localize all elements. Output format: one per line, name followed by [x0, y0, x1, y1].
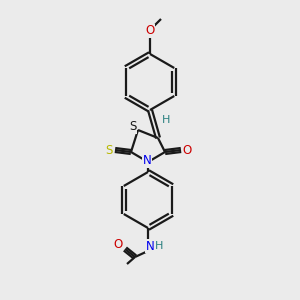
Text: S: S: [129, 121, 137, 134]
Text: S: S: [105, 143, 113, 157]
Text: H: H: [162, 115, 170, 125]
Text: N: N: [142, 154, 152, 167]
Text: O: O: [146, 25, 154, 38]
Text: O: O: [182, 143, 192, 157]
Text: N: N: [146, 239, 154, 253]
Text: O: O: [113, 238, 123, 251]
Text: H: H: [155, 241, 163, 251]
